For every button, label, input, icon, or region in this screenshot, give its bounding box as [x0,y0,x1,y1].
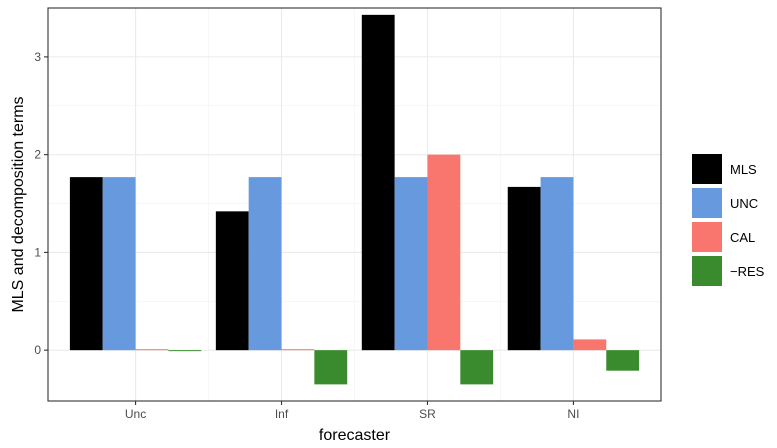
bar-unc-inf [248,177,282,351]
y-axis: 0 1 2 3 [34,50,48,357]
legend-key-mls [692,154,722,184]
bar-cal-unc [135,349,169,351]
bar-cal-ni [573,339,607,351]
x-tick-label: Inf [275,407,289,421]
legend-key-unc [692,188,722,218]
x-axis-title: forecaster [319,427,391,444]
legend-label-mls: MLS [730,162,757,177]
bar-cal-sr [427,154,461,351]
legend-label-res: −RES [730,264,765,279]
bar-res-ni [606,350,640,371]
bar-res-inf [314,350,348,385]
bar-unc-sr [394,177,428,351]
bars [69,14,640,385]
bar-mls-sr [361,14,395,351]
legend-key-cal [692,222,722,252]
y-tick-label: 2 [34,148,41,162]
bar-mls-inf [215,211,249,351]
legend-label-cal: CAL [730,230,755,245]
x-axis: Unc Inf SR NI [125,401,579,421]
legend-label-unc: UNC [730,196,758,211]
bar-mls-unc [69,177,103,351]
bar-res-unc [168,350,202,352]
y-tick-label: 1 [34,245,41,259]
legend: MLS UNC CAL −RES [692,154,765,286]
plot-panel-border [47,7,662,402]
y-axis-title: MLS and decomposition terms [10,96,27,312]
bar-unc-ni [540,177,574,351]
x-tick-label: SR [419,407,436,421]
bar-unc-unc [102,177,136,351]
bar-res-sr [460,350,494,385]
x-tick-label: Unc [125,407,146,421]
bar-cal-inf [281,349,315,351]
y-tick-label: 3 [34,50,41,64]
bar-mls-ni [507,186,541,351]
y-tick-label: 0 [34,343,41,357]
x-tick-label: NI [567,407,579,421]
legend-key-res [692,256,722,286]
